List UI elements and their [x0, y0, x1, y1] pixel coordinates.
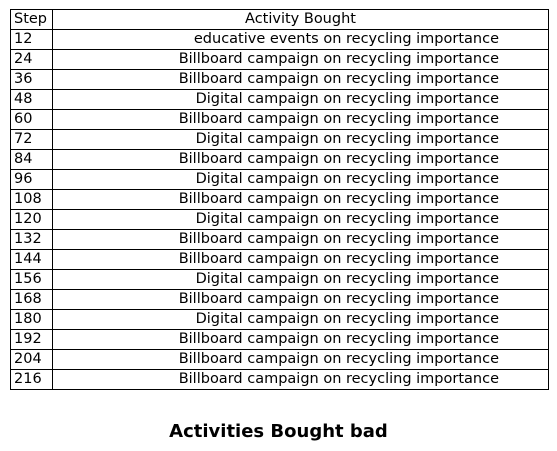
activity-cell: Billboard campaign on recycling importan… — [52, 69, 549, 90]
activity-cell: Billboard campaign on recycling importan… — [52, 329, 549, 350]
step-cell: 192 — [10, 329, 53, 350]
step-cell: 84 — [10, 149, 53, 170]
step-cell: 132 — [10, 229, 53, 250]
table-row: 156 Digital campaign on recycling importa… — [10, 269, 549, 290]
activity-cell: Billboard campaign on recycling importan… — [52, 289, 549, 310]
table-row: 12 educative events on recycling importan… — [10, 29, 549, 50]
table-body: 12 educative events on recycling importan… — [10, 29, 549, 390]
table-header-row: Step Activity Bought — [10, 9, 549, 30]
activity-cell: Billboard campaign on recycling importan… — [52, 189, 549, 210]
header-step: Step — [10, 9, 53, 30]
table-row: 36 Billboard campaign on recycling import… — [10, 69, 549, 90]
step-cell: 36 — [10, 69, 53, 90]
table-row: 192 Billboard campaign on recycling impor… — [10, 329, 549, 350]
header-activity-bought: Activity Bought — [52, 9, 549, 30]
table-row: 24 Billboard campaign on recycling import… — [10, 49, 549, 70]
activity-table: Step Activity Bought 12 educative events … — [10, 9, 549, 390]
activity-cell: Digital campaign on recycling importance — [52, 89, 549, 110]
activity-cell: Billboard campaign on recycling importan… — [52, 109, 549, 130]
table-row: 120 Digital campaign on recycling importa… — [10, 209, 549, 230]
activity-cell: Billboard campaign on recycling importan… — [52, 49, 549, 70]
step-cell: 120 — [10, 209, 53, 230]
table-row: 48 Digital campaign on recycling importan… — [10, 89, 549, 110]
activity-cell: Billboard campaign on recycling importan… — [52, 249, 549, 270]
table-row: 180 Digital campaign on recycling importa… — [10, 309, 549, 330]
activity-cell: Digital campaign on recycling importance — [52, 169, 549, 190]
activity-cell: Billboard campaign on recycling importan… — [52, 369, 549, 390]
step-cell: 204 — [10, 349, 53, 370]
step-cell: 12 — [10, 29, 53, 50]
table-row: 72 Digital campaign on recycling importan… — [10, 129, 549, 150]
table-row: 144 Billboard campaign on recycling impor… — [10, 249, 549, 270]
step-cell: 108 — [10, 189, 53, 210]
activity-cell: Digital campaign on recycling importance — [52, 309, 549, 330]
activity-cell: educative events on recycling importance — [52, 29, 549, 50]
activity-cell: Billboard campaign on recycling importan… — [52, 229, 549, 250]
step-cell: 24 — [10, 49, 53, 70]
table-row: 84 Billboard campaign on recycling import… — [10, 149, 549, 170]
activity-cell: Billboard campaign on recycling importan… — [52, 149, 549, 170]
table-row: 60 Billboard campaign on recycling import… — [10, 109, 549, 130]
step-cell: 96 — [10, 169, 53, 190]
table-row: 108 Billboard campaign on recycling impor… — [10, 189, 549, 210]
table-row: 132 Billboard campaign on recycling impor… — [10, 229, 549, 250]
step-cell: 180 — [10, 309, 53, 330]
activity-cell: Digital campaign on recycling importance — [52, 129, 549, 150]
chart-title: Activities Bought bad — [169, 421, 388, 442]
step-cell: 60 — [10, 109, 53, 130]
step-cell: 168 — [10, 289, 53, 310]
activity-cell: Digital campaign on recycling importance — [52, 269, 549, 290]
table-row: 168 Billboard campaign on recycling impor… — [10, 289, 549, 310]
table-row: 96 Digital campaign on recycling importan… — [10, 169, 549, 190]
step-cell: 156 — [10, 269, 53, 290]
step-cell: 48 — [10, 89, 53, 110]
table-row: 204 Billboard campaign on recycling impor… — [10, 349, 549, 370]
activity-cell: Billboard campaign on recycling importan… — [52, 349, 549, 370]
step-cell: 216 — [10, 369, 53, 390]
table-row: 216 Billboard campaign on recycling impor… — [10, 369, 549, 390]
activity-cell: Digital campaign on recycling importance — [52, 209, 549, 230]
step-cell: 72 — [10, 129, 53, 150]
step-cell: 144 — [10, 249, 53, 270]
